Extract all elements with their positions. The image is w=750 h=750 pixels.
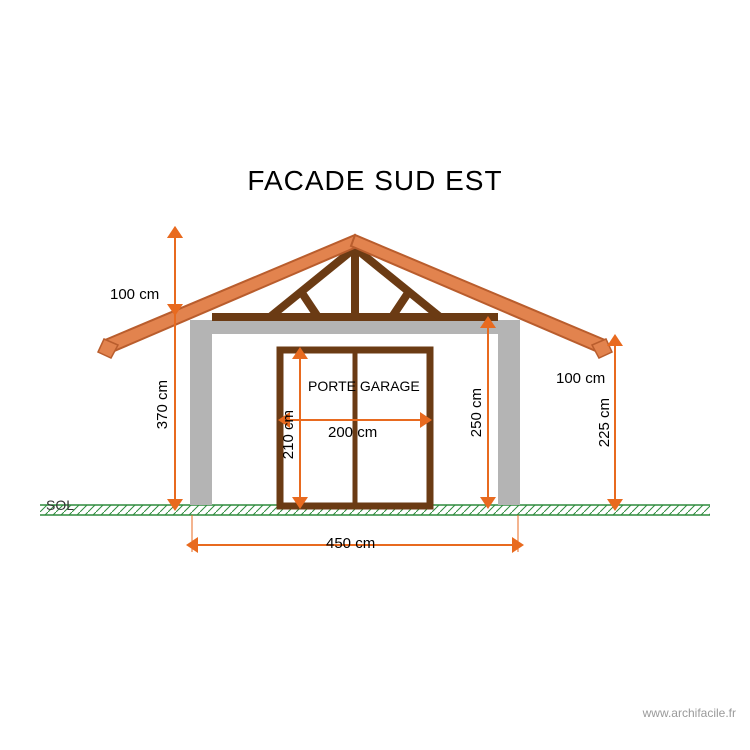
- wall-left: [190, 320, 212, 505]
- dim-225: 225 cm: [596, 398, 613, 447]
- facade-svg: [0, 0, 750, 750]
- dim-450: 450 cm: [326, 535, 375, 552]
- dim-eave-100: 100 cm: [556, 370, 605, 387]
- wall-right: [498, 320, 520, 505]
- dim-210: 210 cm: [280, 410, 297, 459]
- dim-370: 370 cm: [154, 380, 171, 429]
- porte-garage-label: PORTE GARAGE: [308, 378, 420, 394]
- ground-label: SOL: [46, 497, 74, 513]
- dim-200: 200 cm: [328, 424, 377, 441]
- wall-lintel: [212, 320, 498, 334]
- dim-250: 250 cm: [468, 388, 485, 437]
- watermark: www.archifacile.fr: [643, 706, 736, 720]
- diagram-stage: FACADE SUD EST: [0, 0, 750, 750]
- dim-gable-100: 100 cm: [110, 286, 159, 303]
